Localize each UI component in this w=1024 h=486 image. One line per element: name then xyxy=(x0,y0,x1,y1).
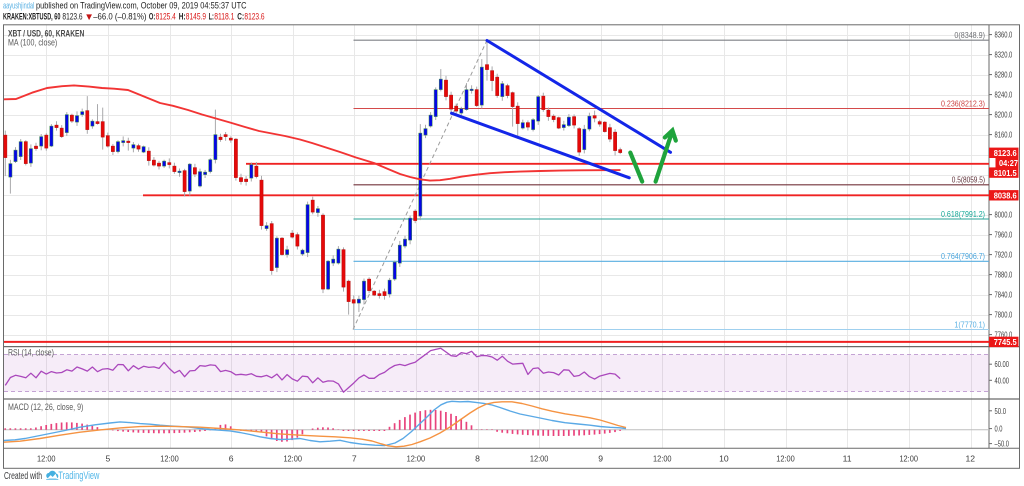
svg-text:▼: ▼ xyxy=(84,12,94,23)
svg-text:12:00: 12:00 xyxy=(160,454,179,464)
svg-text:L:: L: xyxy=(209,12,214,22)
svg-text:50.0: 50.0 xyxy=(995,406,1007,416)
svg-text:XBT / USD, 60, KRAKEN: XBT / USD, 60, KRAKEN xyxy=(8,29,84,40)
svg-text:8145.9: 8145.9 xyxy=(186,12,206,22)
svg-text:published on TradingView.com,: published on TradingView.com, October 09… xyxy=(36,1,247,11)
svg-text:C:: C: xyxy=(237,12,244,22)
svg-text:0.618(7991.2): 0.618(7991.2) xyxy=(941,209,985,219)
svg-text:–50.0: –50.0 xyxy=(995,439,1010,449)
svg-text:12:00: 12:00 xyxy=(530,454,549,464)
svg-text:8320.0: 8320.0 xyxy=(995,50,1013,60)
svg-text:0.764(7906.7): 0.764(7906.7) xyxy=(941,251,985,261)
svg-text:O:: O: xyxy=(149,12,155,22)
svg-text:11: 11 xyxy=(843,454,852,464)
svg-text:7880.0: 7880.0 xyxy=(995,270,1013,280)
svg-text:8123.6: 8123.6 xyxy=(994,148,1017,158)
svg-text:0.0: 0.0 xyxy=(995,424,1003,434)
svg-text:12:00: 12:00 xyxy=(776,454,795,464)
svg-text:12:00: 12:00 xyxy=(899,454,918,464)
svg-text:8: 8 xyxy=(475,454,480,464)
svg-text:8280.0: 8280.0 xyxy=(995,70,1013,80)
svg-text:7800.0: 7800.0 xyxy=(995,310,1013,320)
svg-text:12:00: 12:00 xyxy=(653,454,672,464)
svg-text:12: 12 xyxy=(966,454,976,464)
svg-text:MACD (12, 26, close, 9): MACD (12, 26, close, 9) xyxy=(8,402,83,412)
svg-text:aayushjindal: aayushjindal xyxy=(3,1,34,11)
svg-text:8118.1: 8118.1 xyxy=(214,12,234,22)
svg-text:5: 5 xyxy=(106,454,111,464)
svg-text:7: 7 xyxy=(352,454,357,464)
svg-text:9: 9 xyxy=(598,454,603,464)
svg-text:–66.0 (–0.81%): –66.0 (–0.81%) xyxy=(93,12,146,22)
svg-text:0.236(8212.3): 0.236(8212.3) xyxy=(941,98,985,108)
svg-text:7840.0: 7840.0 xyxy=(995,290,1013,300)
svg-text:0.5(8059.5): 0.5(8059.5) xyxy=(952,175,985,185)
svg-text:TradingView: TradingView xyxy=(58,470,99,482)
svg-text:8038.6: 8038.6 xyxy=(994,191,1017,201)
svg-text:8123.6: 8123.6 xyxy=(244,12,264,22)
svg-text:04:27: 04:27 xyxy=(999,158,1018,168)
svg-text:7760.0: 7760.0 xyxy=(995,330,1013,340)
svg-text:8240.0: 8240.0 xyxy=(995,90,1013,100)
svg-text:8125.4: 8125.4 xyxy=(156,12,176,22)
svg-text:8160.0: 8160.0 xyxy=(995,130,1013,140)
svg-text:8200.0: 8200.0 xyxy=(995,110,1013,120)
svg-text:1(7770.1): 1(7770.1) xyxy=(954,319,985,329)
svg-text:8360.0: 8360.0 xyxy=(995,30,1013,40)
svg-text:10: 10 xyxy=(719,454,729,464)
svg-text:7920.0: 7920.0 xyxy=(995,250,1013,260)
svg-text:8123.6: 8123.6 xyxy=(62,12,82,22)
svg-text:8000.0: 8000.0 xyxy=(995,210,1013,220)
svg-text:12:00: 12:00 xyxy=(37,454,56,464)
svg-text:60.00: 60.00 xyxy=(995,359,1010,369)
svg-text:RSI (14, close): RSI (14, close) xyxy=(8,348,54,358)
svg-text:H:: H: xyxy=(179,12,186,22)
svg-text:MA (100, close): MA (100, close) xyxy=(8,38,57,49)
svg-text:Created with: Created with xyxy=(4,471,42,482)
svg-text:KRAKEN:XBTUSD, 60: KRAKEN:XBTUSD, 60 xyxy=(3,12,60,22)
svg-text:12:00: 12:00 xyxy=(407,454,426,464)
svg-text:12:00: 12:00 xyxy=(283,454,302,464)
svg-text:0(8348.9): 0(8348.9) xyxy=(954,30,985,40)
svg-text:40.00: 40.00 xyxy=(995,375,1010,385)
svg-text:7745.5: 7745.5 xyxy=(994,337,1017,347)
svg-text:7960.0: 7960.0 xyxy=(995,230,1013,240)
svg-text:8101.5: 8101.5 xyxy=(994,168,1017,178)
svg-text:6: 6 xyxy=(229,454,234,464)
